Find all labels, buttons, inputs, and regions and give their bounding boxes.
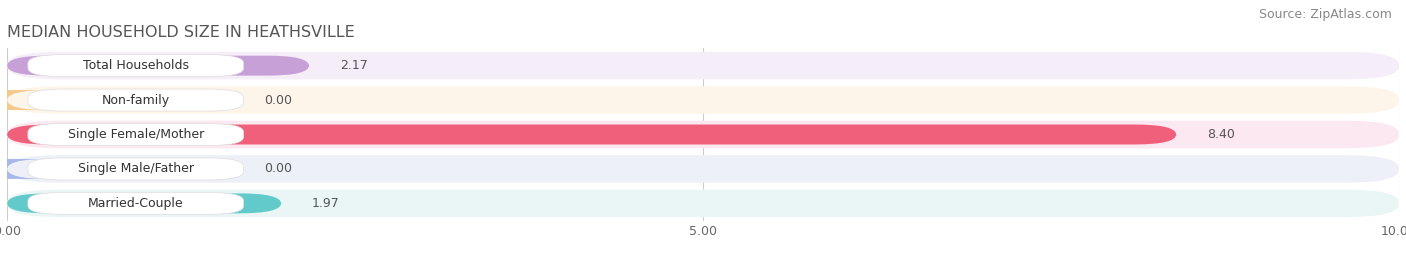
FancyBboxPatch shape [7,52,1399,79]
FancyBboxPatch shape [7,190,1399,217]
Text: Total Households: Total Households [83,59,188,72]
FancyBboxPatch shape [7,155,1399,183]
FancyBboxPatch shape [28,89,243,111]
FancyBboxPatch shape [7,193,281,213]
Text: Non-family: Non-family [101,94,170,107]
FancyBboxPatch shape [7,121,1399,148]
FancyBboxPatch shape [0,90,49,110]
Text: 0.00: 0.00 [264,162,292,175]
FancyBboxPatch shape [28,123,243,146]
Text: 0.00: 0.00 [264,94,292,107]
FancyBboxPatch shape [7,56,309,76]
Text: MEDIAN HOUSEHOLD SIZE IN HEATHSVILLE: MEDIAN HOUSEHOLD SIZE IN HEATHSVILLE [7,25,354,40]
Text: Single Male/Father: Single Male/Father [77,162,194,175]
Text: Married-Couple: Married-Couple [89,197,184,210]
FancyBboxPatch shape [28,192,243,214]
Text: Source: ZipAtlas.com: Source: ZipAtlas.com [1258,8,1392,21]
Text: Single Female/Mother: Single Female/Mother [67,128,204,141]
FancyBboxPatch shape [7,86,1399,114]
FancyBboxPatch shape [0,159,49,179]
Text: 2.17: 2.17 [340,59,367,72]
FancyBboxPatch shape [28,158,243,180]
FancyBboxPatch shape [28,55,243,77]
Text: 8.40: 8.40 [1206,128,1234,141]
FancyBboxPatch shape [7,125,1177,144]
Text: 1.97: 1.97 [312,197,340,210]
